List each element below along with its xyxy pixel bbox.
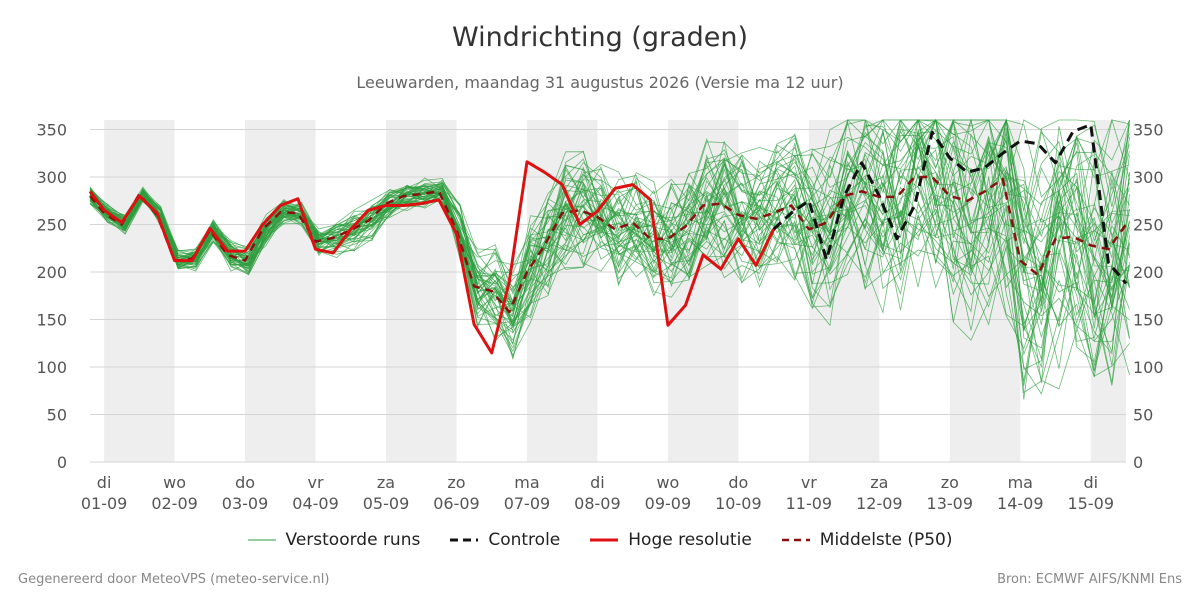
x-tick-day-12-09: za — [870, 473, 888, 492]
x-tick-day-11-09: vr — [801, 473, 817, 492]
x-tick-date-02-09: 02-09 — [151, 494, 198, 513]
y-tick-right-50: 50 — [1133, 406, 1153, 425]
x-tick-date-03-09: 03-09 — [222, 494, 269, 513]
y-tick-left-0: 0 — [57, 453, 67, 472]
x-tick-date-04-09: 04-09 — [292, 494, 339, 513]
x-tick-date-08-09: 08-09 — [574, 494, 621, 513]
x-tick-day-02-09: wo — [163, 473, 186, 492]
y-tick-right-250: 250 — [1133, 216, 1164, 235]
legend-label-control: Controle — [488, 530, 561, 550]
ensemble-member-29 — [89, 135, 1130, 317]
ensemble-member-45 — [89, 119, 1130, 291]
footer-source: Bron: ECMWF AIFS/KNMI Ens — [997, 572, 1182, 587]
chart-title: Windrichting (graden) — [451, 22, 749, 53]
x-tick-date-06-09: 06-09 — [433, 494, 480, 513]
x-tick-day-03-09: do — [235, 473, 255, 492]
x-tick-day-01-09: di — [97, 473, 112, 492]
x-tick-date-09-09: 09-09 — [645, 494, 692, 513]
x-tick-date-12-09: 12-09 — [856, 494, 903, 513]
ensemble-member-49 — [89, 138, 1130, 383]
weekend-band-1 — [245, 120, 316, 462]
y-tick-left-50: 50 — [47, 406, 67, 425]
y-tick-left-300: 300 — [36, 168, 67, 187]
x-tick-day-05-09: za — [377, 473, 395, 492]
x-tick-day-07-09: ma — [514, 473, 539, 492]
y-tick-right-300: 300 — [1133, 168, 1164, 187]
legend-item-control[interactable]: Controle — [450, 530, 560, 550]
x-tick-date-11-09: 11-09 — [786, 494, 833, 513]
legend-label-highres: Hoge resolutie — [628, 530, 752, 550]
legend-swatch-median — [781, 538, 810, 542]
x-tick-day-08-09: di — [590, 473, 605, 492]
legend-item-median[interactable]: Middelste (P50) — [781, 530, 953, 550]
x-tick-day-10-09: do — [728, 473, 748, 492]
y-tick-left-250: 250 — [36, 216, 67, 235]
legend-item-ensemble[interactable]: Verstoorde runs — [247, 530, 421, 550]
x-tick-date-07-09: 07-09 — [504, 494, 551, 513]
weekend-band-2 — [386, 120, 457, 462]
legend-label-median: Middelste (P50) — [819, 530, 953, 550]
ensemble-member-32 — [89, 176, 1130, 395]
highres-line — [88, 160, 775, 355]
x-tick-date-15-09: 15-09 — [1068, 494, 1115, 513]
x-tick-day-14-09: ma — [1008, 473, 1033, 492]
legend-item-highres[interactable]: Hoge resolutie — [590, 530, 752, 550]
y-tick-right-150: 150 — [1133, 311, 1164, 330]
y-tick-left-200: 200 — [36, 263, 67, 282]
x-tick-date-01-09: 01-09 — [81, 494, 128, 513]
y-tick-right-350: 350 — [1133, 121, 1164, 140]
footer-generator: Gegenereerd door MeteoVPS (meteo-service… — [18, 572, 330, 587]
weekend-band-0 — [104, 120, 175, 462]
x-tick-day-15-09: di — [1083, 473, 1098, 492]
ensemble-member-37 — [89, 175, 1130, 400]
x-tick-day-13-09: zo — [941, 473, 959, 492]
legend-label-ensemble: Verstoorde runs — [285, 530, 421, 550]
y-tick-right-100: 100 — [1133, 358, 1164, 377]
x-tick-date-13-09: 13-09 — [927, 494, 974, 513]
legend-swatch-highres — [590, 538, 619, 542]
x-tick-date-14-09: 14-09 — [997, 494, 1044, 513]
y-tick-right-0: 0 — [1133, 453, 1143, 472]
median-line — [89, 175, 1128, 314]
legend-swatch-ensemble — [247, 539, 276, 541]
x-tick-day-04-09: vr — [308, 473, 324, 492]
ensemble-member-24 — [89, 137, 1130, 355]
y-tick-right-200: 200 — [1133, 263, 1164, 282]
control-line — [772, 123, 1128, 285]
chart-subtitle: Leeuwarden, maandag 31 augustus 2026 (Ve… — [356, 73, 844, 92]
legend-swatch-control — [450, 538, 479, 542]
x-tick-day-06-09: zo — [447, 473, 465, 492]
y-tick-left-350: 350 — [36, 121, 67, 140]
x-tick-date-10-09: 10-09 — [715, 494, 762, 513]
legend: Verstoorde runs Controle Hoge resolutie … — [0, 530, 1200, 550]
y-tick-left-100: 100 — [36, 358, 67, 377]
y-tick-left-150: 150 — [36, 311, 67, 330]
x-tick-day-09-09: wo — [656, 473, 679, 492]
ensemble-member-39 — [89, 118, 1130, 303]
ensemble-member-47 — [89, 193, 1130, 390]
x-tick-date-05-09: 05-09 — [363, 494, 410, 513]
